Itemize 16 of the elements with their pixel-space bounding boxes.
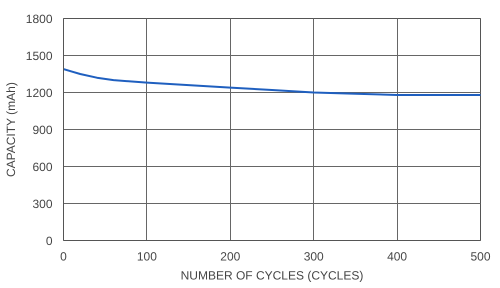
x-tick-label: 500 — [470, 250, 491, 264]
y-tick-label: 1800 — [26, 12, 53, 26]
x-tick-label: 200 — [220, 250, 241, 264]
y-tick-label: 1500 — [26, 49, 53, 63]
line-series — [64, 68, 480, 96]
y-tick-label: 0 — [46, 234, 53, 248]
x-axis-title: NUMBER OF CYCLES (CYCLES) — [180, 268, 364, 282]
x-tick-label: 100 — [136, 250, 158, 264]
y-tick-label: 900 — [32, 123, 53, 137]
x-tick-label: 300 — [304, 250, 324, 264]
y-axis-title: CAPACITY (mAh) — [4, 82, 18, 178]
x-tick-label: 0 — [60, 250, 68, 264]
y-tick-label: 600 — [32, 160, 53, 174]
y-tick-label: 1200 — [26, 86, 53, 100]
y-tick-label: 300 — [32, 197, 53, 211]
x-tick-label: 400 — [387, 250, 408, 264]
